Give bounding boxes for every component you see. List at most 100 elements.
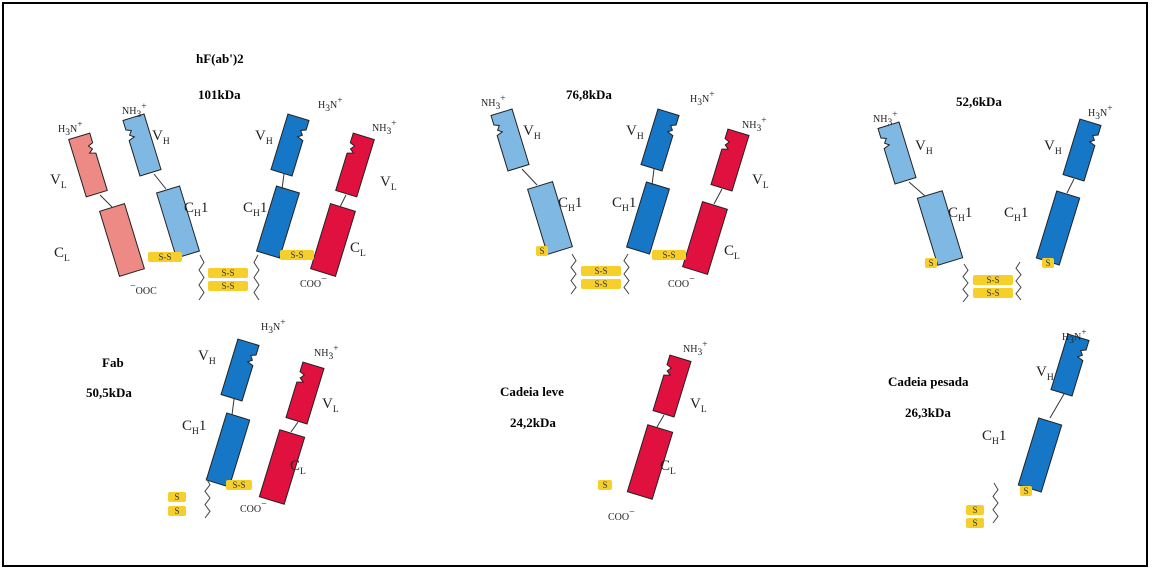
svg-text:S-S: S-S [290, 250, 303, 260]
f4-ss-free-2: S [168, 506, 186, 516]
f5-ss-free: S [598, 480, 612, 490]
f3-vh-left-domain [877, 121, 917, 185]
f2-vh-left-label: VH [523, 123, 541, 142]
f6-vh-domain [1050, 333, 1090, 397]
f2-nh3-right: NH3+ [742, 116, 767, 134]
f3-ss-right-free: S [1042, 258, 1054, 268]
f5-vl-domain [652, 354, 692, 418]
f4-heavy-linker [231, 398, 235, 416]
f6-ch1-label: CH1 [982, 428, 1006, 447]
f1-hinge-left [198, 254, 205, 301]
f1-hinge-right [253, 254, 260, 301]
f2-vl-right-domain [710, 128, 750, 192]
svg-text:S-S: S-S [221, 268, 234, 278]
f2-h3n-right: H3N+ [690, 90, 715, 108]
f3-hinge-ss-bridge-2: S-S [973, 288, 1013, 298]
f6-ss-end: S [1020, 486, 1032, 496]
svg-text:S-S: S-S [986, 288, 999, 298]
svg-text:S-S: S-S [232, 480, 245, 490]
svg-text:S-S: S-S [221, 281, 234, 291]
f3-hinge-left [962, 263, 969, 303]
svg-text:S-S: S-S [158, 252, 171, 262]
f3-ss-left-free: S [925, 258, 937, 268]
f2-hinge-right [623, 253, 630, 295]
svg-text:S-S: S-S [662, 250, 675, 260]
f4-cl-label: CL [290, 458, 306, 477]
f1-cl-left-label: CL [54, 245, 70, 264]
f2-ch1-left-domain [527, 181, 573, 255]
fragment-name-heavy-chain: Cadeia pesada [888, 374, 969, 389]
f4-vh-domain [220, 338, 260, 402]
f1-cl-right-domain [310, 203, 356, 277]
f2-ss-right: S-S [652, 250, 686, 260]
f1-coo-right: COO− [300, 274, 327, 290]
f1-hinge-ss-bridge-2: S-S [208, 281, 248, 291]
f4-ss-interchain: S-S [226, 480, 252, 490]
f4-ch1-domain [205, 412, 251, 488]
f1-heavy-left-linker [153, 173, 167, 190]
f3-vh-right-label: VH [1044, 138, 1062, 157]
f2-nh3-left: NH3+ [481, 94, 506, 112]
svg-text:S: S [174, 492, 179, 502]
svg-text:S: S [972, 505, 977, 515]
f4-nh3: NH3+ [314, 344, 339, 362]
f2-ch1-right-label: CH1 [612, 195, 636, 214]
f1-nh3-right: NH3+ [372, 119, 397, 137]
f1-vh-left-label: VH [152, 128, 170, 147]
f3-ch1-left-domain [916, 190, 964, 266]
svg-text:S-S: S-S [594, 279, 607, 289]
fragment-name-fab: Fab [102, 355, 124, 370]
fragment-mass-heavy-chain: 26,3kDa [905, 405, 951, 420]
f1-light-right-linker [339, 194, 347, 208]
f1-vl-left-domain [68, 132, 108, 198]
f3-vh-right-domain [1062, 118, 1102, 182]
f2-light-right-linker [713, 188, 723, 205]
f2-ss-left-free: S [536, 246, 548, 256]
f1-ch1-right-label: CH1 [243, 200, 267, 219]
f2-hinge-ss-bridge-1: S-S [581, 266, 621, 276]
f1-nh3-left: NH3+ [122, 102, 147, 120]
f2-cl-right-label: CL [724, 243, 740, 262]
f1-h3n-right: H3N+ [318, 96, 343, 114]
svg-text:S: S [1023, 486, 1028, 496]
f2-hinge-ss-bridge-2: S-S [581, 279, 621, 289]
f4-vh-label: VH [198, 348, 216, 367]
svg-text:S: S [928, 258, 933, 268]
f2-hinge-left [570, 253, 577, 295]
f1-cl-right-label: CL [350, 240, 366, 259]
fragment-mass-fab: 50,5kDa [86, 385, 132, 400]
f3-ch1-left-label: CH1 [948, 205, 972, 224]
f2-vh-right-label: VH [626, 123, 644, 142]
f1-vh-right-label: VH [255, 128, 273, 147]
svg-text:S: S [1045, 258, 1050, 268]
f3-ch1-right-label: CH1 [1004, 205, 1028, 224]
f6-hinge [992, 482, 999, 524]
f4-h3n: H3N+ [261, 318, 286, 336]
f3-vh-left-label: VH [915, 138, 933, 157]
f1-vl-right-label: VL [380, 174, 397, 193]
f3-ch1-right-domain [1035, 190, 1081, 266]
f6-vh-label: VH [1036, 364, 1054, 383]
f1-ch1-right-domain [255, 185, 301, 259]
f5-coo: COO− [608, 507, 635, 523]
f2-heavy-left-linker [521, 168, 538, 186]
f4-coo: COO− [240, 499, 267, 515]
f5-cl-label: CL [660, 458, 676, 477]
svg-text:S: S [539, 246, 544, 256]
fragment-mass-76kda: 76,8kDa [566, 87, 612, 102]
f4-light-linker [290, 421, 299, 433]
fragment-name-light-chain: Cadeia leve [500, 384, 564, 399]
f2-vh-right-domain [640, 108, 680, 172]
f1-h3n-left: H3N+ [58, 120, 83, 138]
f1-ss-left: S-S [148, 252, 182, 262]
f5-cl-domain [626, 424, 674, 500]
f4-hinge [204, 477, 211, 519]
f5-vl-label: VL [690, 396, 707, 415]
f3-hinge-ss-bridge-1: S-S [973, 275, 1013, 285]
svg-text:S: S [602, 480, 607, 490]
f5-nh3: NH3+ [683, 340, 708, 358]
f4-ss-free-1: S [168, 492, 186, 502]
f2-vh-left-domain [490, 108, 530, 172]
